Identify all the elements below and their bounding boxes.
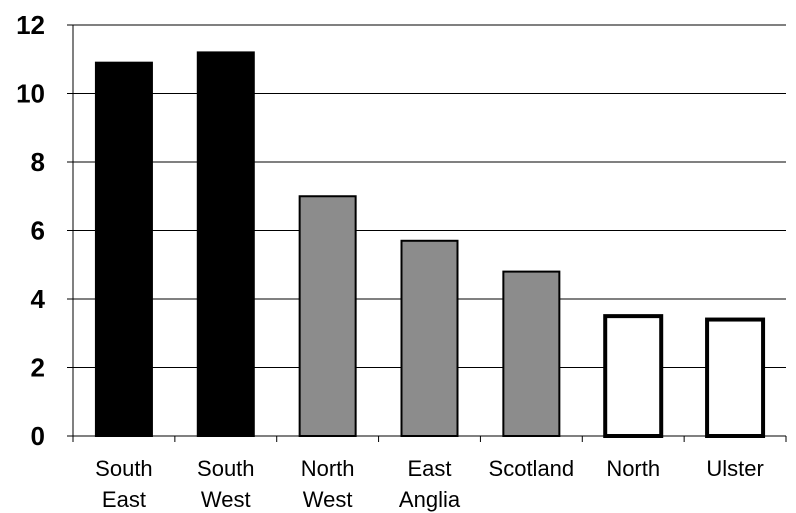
x-tick-labels: South East South West North West East Anglia Sco… [95, 456, 764, 512]
bar [400, 239, 459, 437]
bar [94, 61, 153, 438]
y-tick-label: 10 [16, 79, 45, 109]
x-tick-label: East [102, 487, 146, 512]
bars [94, 51, 766, 438]
x-tick-label: East [407, 456, 451, 481]
x-tick-label: South [95, 456, 153, 481]
x-tick-label: North [606, 456, 660, 481]
x-tick-label: North [301, 456, 355, 481]
y-tick-label: 4 [31, 284, 46, 314]
bar [705, 317, 766, 438]
y-tick-label: 6 [31, 216, 45, 246]
x-tick-label: Anglia [399, 487, 461, 512]
bar [502, 270, 561, 437]
y-tick-labels: 0 2 4 6 8 10 12 [16, 10, 45, 451]
x-tick-label: West [303, 487, 353, 512]
bar [196, 51, 255, 438]
bar [298, 195, 357, 437]
y-tick-label: 8 [31, 147, 45, 177]
x-tick-label: Scotland [489, 456, 575, 481]
bar [603, 314, 664, 438]
x-tick-label: Ulster [706, 456, 763, 481]
y-tick-label: 0 [31, 421, 45, 451]
gridlines [73, 24, 786, 368]
x-tick-label: South [197, 456, 255, 481]
y-tick-label: 12 [16, 10, 45, 40]
x-tick-label: West [201, 487, 251, 512]
y-tick-label: 2 [31, 353, 45, 383]
